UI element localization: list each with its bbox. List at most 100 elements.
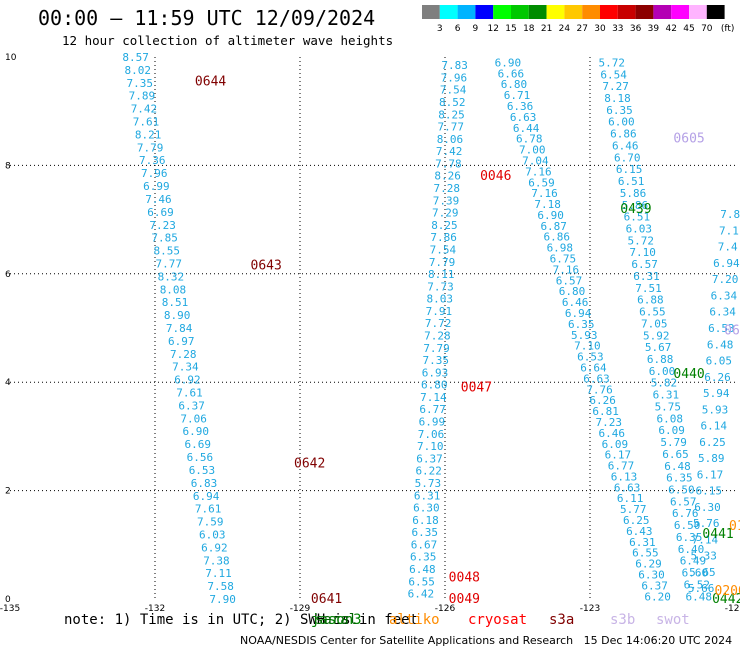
wave-height-value: 6.53 bbox=[189, 464, 216, 477]
wave-height-value: 8.06 bbox=[437, 133, 464, 146]
x-tick-label: -129 bbox=[290, 604, 311, 614]
pass-time-label: 0049 bbox=[449, 592, 480, 607]
wave-height-value: 7.42 bbox=[436, 145, 463, 158]
colorbar-swatch bbox=[564, 5, 583, 19]
pass-time-label: 0442 bbox=[712, 592, 740, 607]
wave-height-value: 7.10 bbox=[574, 340, 601, 353]
wave-height-value: 7.76 bbox=[586, 383, 613, 396]
colorbar-swatch bbox=[457, 5, 476, 19]
wave-height-value: 5.72 bbox=[628, 234, 655, 247]
wave-height-value: 8.21 bbox=[135, 128, 162, 141]
wave-height-value: 5.92 bbox=[643, 329, 670, 342]
wave-height-value: 8.08 bbox=[160, 283, 187, 296]
wave-height-value: 7.79 bbox=[137, 141, 164, 154]
y-tick-label: 6 bbox=[5, 270, 11, 280]
pass-time-label: 0642 bbox=[294, 457, 325, 472]
pass-time-label: 0605 bbox=[673, 131, 704, 146]
wave-height-value: 7.20 bbox=[712, 273, 739, 286]
x-tick-label: -135 bbox=[0, 604, 20, 614]
wave-height-value: 7.38 bbox=[203, 554, 230, 567]
wave-height-value: 7.11 bbox=[205, 567, 232, 580]
wave-height-value: 6.75 bbox=[550, 253, 577, 266]
wave-height-value: 6.57 bbox=[556, 274, 583, 287]
wave-height-value: 6.99 bbox=[419, 416, 446, 429]
wave-height-value: 6.17 bbox=[697, 468, 724, 481]
wave-height-value: 8.02 bbox=[124, 64, 151, 77]
wave-height-value: 6.46 bbox=[562, 296, 589, 309]
wave-height-value: 7.35 bbox=[423, 354, 450, 367]
wave-height-value: 7.06 bbox=[180, 412, 207, 425]
x-tick-label: -126 bbox=[435, 604, 456, 614]
colorbar-label: 33 bbox=[612, 24, 623, 34]
colorbar-label: 3 bbox=[437, 24, 443, 34]
wave-height-value: 6.03 bbox=[626, 223, 653, 236]
wave-height-value: 6.49 bbox=[680, 555, 707, 568]
wave-height-value: 7.06 bbox=[418, 428, 445, 441]
wave-height-value: 6.42 bbox=[408, 588, 435, 601]
colorbar-label: (ft) bbox=[721, 24, 735, 34]
wave-height-value: 7.8 bbox=[720, 208, 740, 221]
wave-height-value: 5.73 bbox=[415, 477, 442, 490]
wave-height-value: 7.96 bbox=[441, 71, 468, 84]
wave-height-value: 6.25 bbox=[699, 436, 726, 449]
wave-height-value: 6.30 bbox=[413, 502, 440, 515]
colorbar-label: 36 bbox=[630, 24, 642, 34]
wave-height-value: 6.86 bbox=[610, 128, 637, 141]
wave-height-value: 6.14 bbox=[701, 420, 728, 433]
colorbar-swatch bbox=[439, 5, 458, 19]
wave-height-value: 6.80 bbox=[421, 379, 448, 392]
wave-height-value: 6.46 bbox=[599, 427, 626, 440]
pass-time-label: 0159 bbox=[729, 519, 740, 534]
wave-height-value: 7.54 bbox=[430, 243, 457, 256]
wave-height-value: 6.69 bbox=[147, 206, 174, 219]
wave-height-value: 6.63 bbox=[583, 372, 610, 385]
wave-height-value: 6.25 bbox=[623, 514, 650, 527]
wave-height-value: 7.05 bbox=[641, 317, 668, 330]
wave-height-value: 6.05 bbox=[706, 355, 733, 368]
wave-height-value: 7.90 bbox=[209, 593, 236, 606]
wave-height-value: 7.14 bbox=[420, 391, 447, 404]
wave-height-value: 6.30 bbox=[638, 568, 665, 581]
wave-height-value: 7.28 bbox=[424, 329, 451, 342]
colorbar-label: 42 bbox=[665, 24, 676, 34]
pass-time-label: 0439 bbox=[620, 202, 651, 217]
pass-time-label: 0643 bbox=[251, 259, 282, 274]
y-tick-label: 0 bbox=[5, 595, 11, 605]
wave-height-value: 7.85 bbox=[151, 232, 178, 245]
wave-height-value: 6.08 bbox=[657, 412, 684, 425]
wave-height-value: 6.50 bbox=[674, 519, 701, 532]
colorbar-swatch bbox=[493, 5, 511, 19]
wave-height-value: 6.94 bbox=[565, 307, 592, 320]
note-text: note: 1) Time is in UTC; 2) SWH is in fe… bbox=[64, 612, 419, 628]
wave-height-value: 6.69 bbox=[185, 438, 212, 451]
colorbar-swatch bbox=[546, 5, 565, 19]
wave-height-value: 5.82 bbox=[651, 377, 678, 390]
pass-time-label: 0604 bbox=[724, 324, 740, 339]
wave-height-value: 6.57 bbox=[670, 495, 697, 508]
wave-height-value: 7.91 bbox=[426, 305, 453, 318]
wave-height-value: 8.26 bbox=[434, 170, 461, 183]
wave-height-value: 8.11 bbox=[428, 268, 455, 281]
wave-height-value: 6.00 bbox=[649, 365, 676, 378]
colorbar-label: 70 bbox=[701, 24, 713, 34]
wave-height-value: 7.14 bbox=[692, 533, 719, 546]
x-tick-label: -120 bbox=[725, 604, 740, 614]
wave-height-value: 6.20 bbox=[644, 590, 671, 603]
wave-height-value: 7.34 bbox=[172, 361, 199, 374]
wave-height-value: 7.10 bbox=[417, 440, 444, 453]
wave-height-value: 6.26 bbox=[704, 371, 731, 384]
pass-time-label: 0046 bbox=[480, 169, 511, 184]
wave-height-value: 7.86 bbox=[430, 231, 457, 244]
wave-height-value: 6.48 bbox=[409, 563, 436, 576]
wave-height-value: 6.56 bbox=[187, 451, 214, 464]
colorbar-swatch bbox=[617, 5, 636, 19]
wave-height-value: 6.35 bbox=[410, 551, 437, 564]
satellite-cryosat: cryosat bbox=[468, 612, 528, 628]
wave-height-value: 6.31 bbox=[633, 270, 660, 283]
wave-height-value: 5.89 bbox=[698, 452, 725, 465]
wave-height-value: 6.55 bbox=[408, 575, 435, 588]
wave-height-value: 6.34 bbox=[709, 306, 736, 319]
wave-height-value: 6.55 bbox=[639, 306, 666, 319]
colorbar-swatch bbox=[528, 5, 547, 19]
wave-height-value: 7.58 bbox=[207, 580, 234, 593]
